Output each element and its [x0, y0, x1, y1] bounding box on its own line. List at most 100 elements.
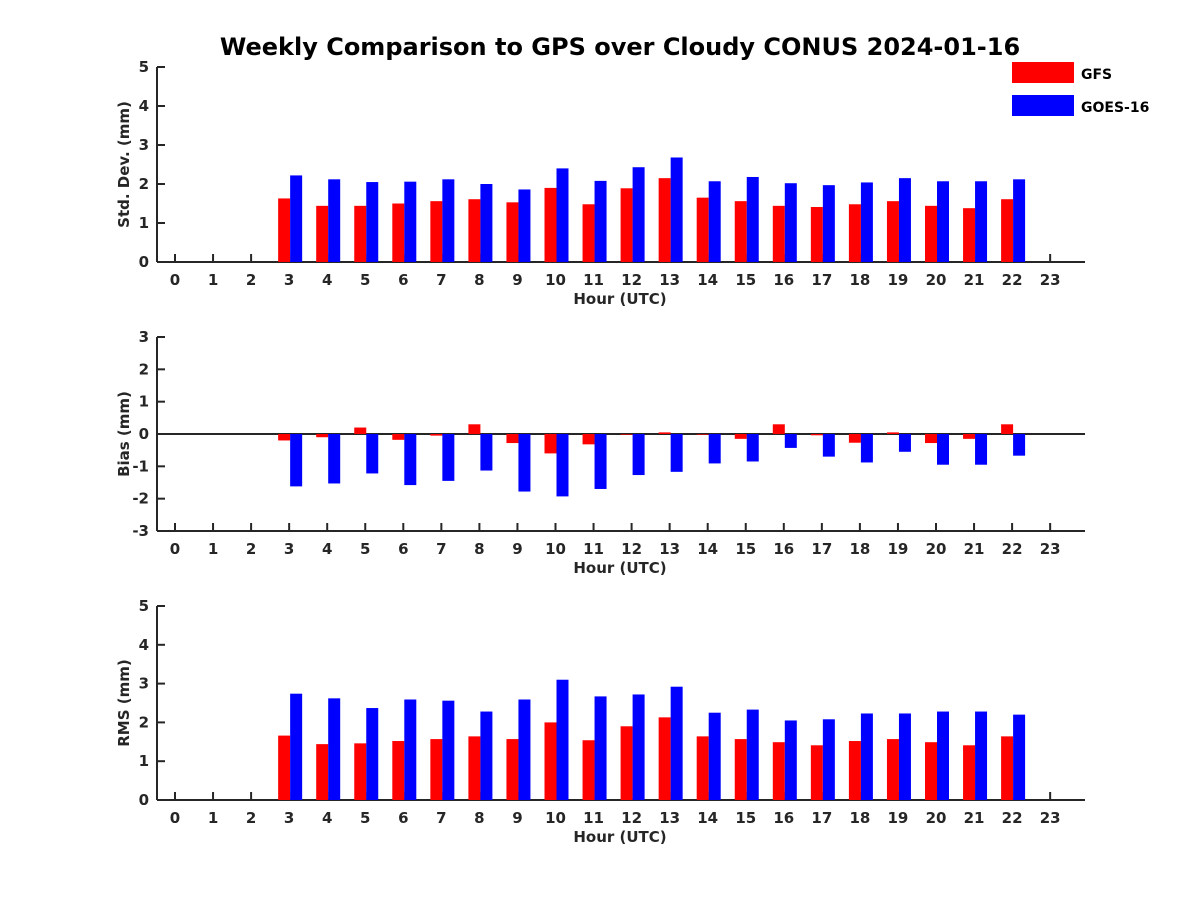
x-tick-label: 23 — [1040, 809, 1061, 827]
bar-goes16-hour-15 — [746, 709, 759, 800]
x-tick-label: 18 — [849, 540, 870, 558]
bar-gfs-hour-7 — [430, 434, 443, 436]
x-tick-label: 5 — [360, 540, 370, 558]
bar-gfs-hour-5 — [354, 205, 367, 262]
x-tick-label: 3 — [284, 540, 294, 558]
x-tick-label: 12 — [621, 540, 642, 558]
y-tick-label: 4 — [139, 636, 149, 654]
x-tick-label: 8 — [474, 540, 484, 558]
bar-gfs-hour-20 — [925, 205, 937, 262]
y-tick-label: 2 — [139, 360, 149, 378]
bar-gfs-hour-15 — [734, 201, 747, 262]
x-tick-label: 4 — [322, 540, 332, 558]
x-tick-label: 23 — [1040, 540, 1061, 558]
y-tick-label: 0 — [139, 425, 149, 443]
bar-gfs-hour-4 — [316, 744, 329, 800]
bar-goes16-hour-18 — [860, 182, 873, 262]
legend-label-goes16: GOES-16 — [1081, 100, 1149, 116]
bar-goes16-hour-10 — [556, 679, 569, 800]
bar-gfs-hour-9 — [506, 434, 519, 444]
bar-gfs-hour-16 — [772, 205, 785, 262]
bar-goes16-hour-15 — [746, 434, 759, 462]
bar-goes16-hour-7 — [442, 434, 455, 481]
x-axis-label: Hour (UTC) — [573, 828, 666, 846]
bar-gfs-hour-17 — [810, 434, 823, 436]
x-tick-label: 10 — [545, 540, 566, 558]
y-tick-label: 2 — [139, 713, 149, 731]
bar-goes16-hour-13 — [670, 434, 683, 472]
bar-gfs-hour-22 — [1001, 424, 1014, 434]
x-tick-label: 9 — [512, 540, 522, 558]
bar-goes16-hour-3 — [290, 693, 303, 800]
bar-goes16-hour-14 — [708, 712, 721, 800]
x-tick-label: 14 — [697, 540, 718, 558]
x-tick-label: 7 — [436, 271, 446, 289]
bar-goes16-hour-9 — [518, 434, 531, 492]
x-tick-label: 15 — [735, 271, 756, 289]
x-tick-label: 19 — [888, 809, 909, 827]
bar-gfs-hour-16 — [772, 742, 785, 800]
x-tick-label: 2 — [246, 271, 256, 289]
bar-goes16-hour-10 — [556, 434, 569, 497]
bar-goes16-hour-6 — [404, 181, 417, 262]
x-tick-label: 0 — [170, 540, 180, 558]
x-tick-label: 8 — [474, 809, 484, 827]
x-tick-label: 11 — [583, 540, 604, 558]
x-tick-label: 23 — [1040, 271, 1061, 289]
x-tick-label: 13 — [659, 540, 680, 558]
x-tick-label: 21 — [964, 540, 985, 558]
bar-goes16-hour-4 — [328, 434, 341, 484]
x-tick-label: 6 — [398, 271, 408, 289]
x-tick-label: 2 — [246, 540, 256, 558]
bar-gfs-hour-22 — [1001, 736, 1014, 800]
bar-goes16-hour-8 — [480, 711, 493, 800]
x-tick-label: 0 — [170, 809, 180, 827]
x-tick-label: 5 — [360, 809, 370, 827]
x-tick-label: 6 — [398, 540, 408, 558]
bar-gfs-hour-21 — [963, 434, 976, 439]
bar-gfs-hour-6 — [392, 203, 405, 262]
x-tick-label: 1 — [208, 540, 218, 558]
x-tick-label: 7 — [436, 809, 446, 827]
bar-goes16-hour-13 — [670, 157, 683, 262]
x-tick-label: 12 — [621, 809, 642, 827]
bar-gfs-hour-8 — [468, 199, 481, 262]
y-tick-label: 3 — [139, 328, 149, 346]
bar-goes16-hour-22 — [1013, 179, 1026, 262]
x-tick-label: 5 — [360, 271, 370, 289]
x-tick-label: 17 — [811, 540, 832, 558]
bar-gfs-hour-15 — [734, 739, 747, 800]
x-tick-label: 0 — [170, 271, 180, 289]
bar-goes16-hour-17 — [822, 434, 835, 457]
x-tick-label: 20 — [926, 271, 947, 289]
bar-gfs-hour-4 — [316, 205, 329, 262]
bar-goes16-hour-21 — [975, 711, 988, 800]
bar-gfs-hour-6 — [392, 434, 405, 440]
bar-gfs-hour-13 — [658, 178, 671, 262]
chart-title: Weekly Comparison to GPS over Cloudy CON… — [220, 33, 1020, 61]
bar-gfs-hour-11 — [582, 434, 595, 445]
x-tick-label: 3 — [284, 271, 294, 289]
x-tick-label: 17 — [811, 809, 832, 827]
y-tick-label: 1 — [139, 393, 149, 411]
bar-goes16-hour-16 — [784, 720, 797, 800]
x-tick-label: 12 — [621, 271, 642, 289]
bar-gfs-hour-19 — [886, 739, 899, 800]
x-tick-label: 14 — [697, 809, 718, 827]
x-tick-label: 7 — [436, 540, 446, 558]
bar-goes16-hour-11 — [594, 696, 607, 800]
x-tick-label: 19 — [888, 540, 909, 558]
bar-gfs-hour-10 — [544, 434, 557, 454]
bar-gfs-hour-20 — [925, 742, 937, 800]
bar-gfs-hour-13 — [658, 717, 671, 800]
x-tick-label: 6 — [398, 809, 408, 827]
bar-goes16-hour-10 — [556, 168, 569, 262]
x-tick-label: 18 — [849, 271, 870, 289]
bar-goes16-hour-8 — [480, 184, 493, 262]
bar-gfs-hour-14 — [696, 434, 709, 435]
x-tick-label: 9 — [512, 809, 522, 827]
bar-gfs-hour-7 — [430, 739, 443, 800]
y-tick-label: -1 — [132, 457, 149, 475]
bar-gfs-hour-17 — [810, 745, 823, 800]
